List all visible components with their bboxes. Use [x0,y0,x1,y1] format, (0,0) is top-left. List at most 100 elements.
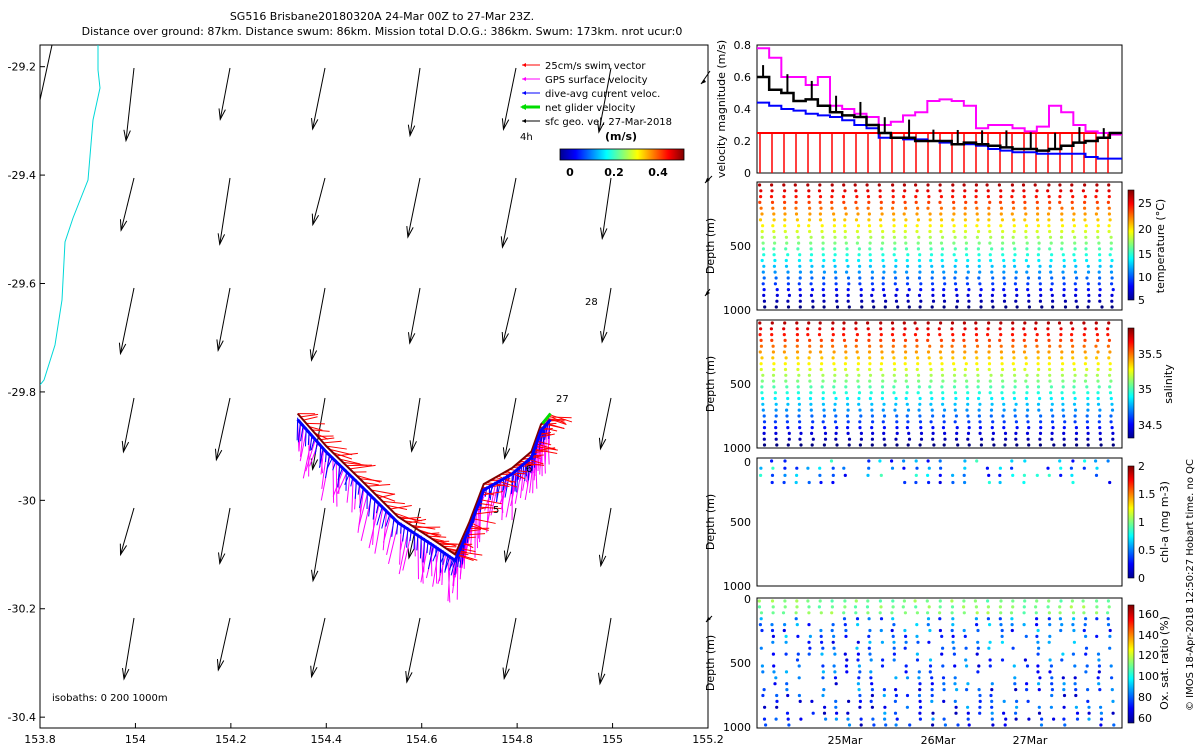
oxygen-dot [881,658,885,662]
oxygen-dot [1072,617,1076,621]
salinity-dot [795,344,799,348]
chla-dot [938,473,942,477]
temperature-dot [1060,218,1064,222]
salinity-dot [1084,373,1088,377]
temperature-dot [1025,241,1029,245]
temperature-dot [833,247,837,251]
temperature-dot [953,235,957,239]
temperature-dot [1015,305,1019,309]
temperature-dot [853,183,857,187]
salinity-dot [866,327,870,331]
oxygen-dot [795,605,799,609]
temperature-dot [858,264,862,268]
salinity-dot [785,414,789,418]
map-frame [39,44,709,729]
salinity-dot [1012,396,1017,401]
temperature-dot [809,293,814,297]
salinity-dot [1038,431,1043,435]
temperature-dot [895,288,899,292]
salinity-dot [952,385,957,389]
chla-dot [818,466,822,470]
salinity-dot [758,350,762,354]
temperature-dot [832,229,837,234]
oxygen-dot [832,634,836,639]
oxygen-dot [795,658,800,662]
chla-dot [951,480,955,485]
oxygen-dot [952,652,957,656]
salinity-dot [832,362,836,366]
temperature-dot [786,305,791,309]
temperature-dot [867,200,871,204]
salinity-dot [856,362,861,366]
salinity-dot [906,408,911,412]
chla-dot [770,459,774,463]
oxygen-dot [891,599,895,603]
geo-velocity-arrow-head [216,339,224,352]
chla-dot [1069,466,1073,470]
oxygen-dot [1072,640,1076,644]
oxygen-dot [975,623,979,627]
salinity-dot [868,385,872,389]
oxygen-dot [823,705,827,709]
temperature-dot [856,224,861,228]
temperature-dot [845,258,849,263]
salinity-dot [904,367,908,372]
salinity-dot [867,338,871,342]
temperature-dot [881,229,885,234]
salinity-dot [857,391,862,395]
oxygen-dot [855,646,859,650]
oxygen-dot [941,676,946,680]
oxygen-dot [796,634,800,639]
swim-vector [303,416,318,421]
temperature-dot [1060,224,1065,228]
swim-vector [320,437,335,441]
gps-velocity-vector [447,559,451,602]
temperature-dot [940,247,945,251]
oxy-cb-60: 60 [1138,712,1152,725]
oxygen-colorbar [1127,604,1135,724]
salinity-dot [870,414,875,418]
vel-tick-4: 0.8 [734,39,752,52]
salinity-dot [1108,391,1113,395]
chla-dot [770,473,775,477]
oxygen-dot [1096,676,1100,680]
salinity-dot [1096,379,1100,383]
oxygen-dot [930,682,934,686]
gps-velocity-vector [420,539,424,584]
salinity-dot [1084,356,1088,360]
temperature-dot [763,305,767,309]
chla-dot [927,466,931,470]
geo-velocity-arrow [601,287,612,343]
salinity-dot [808,344,812,348]
oxygen-dot [905,705,910,709]
temperature-dot [783,200,787,204]
temperature-dot [915,212,919,216]
salinity-dot [846,426,850,430]
temperature-dot [831,189,835,193]
salinity-dot [1107,321,1111,325]
salinity-dot [1061,408,1065,412]
chla-dot [975,459,979,463]
geo-velocity-arrow [125,67,135,141]
oxy-cb-100: 100 [1138,670,1159,683]
temperature-dot [1012,229,1016,234]
oxygen-dot [856,623,860,627]
temperature-dot [1070,200,1074,204]
oxygen-dot [976,670,980,674]
temperature-dot [906,299,910,303]
salinity-dot [796,362,800,366]
salinity-dot [1036,362,1040,366]
temperature-dot [894,258,898,263]
oxygen-dot [1063,723,1067,727]
chla-dot [806,466,810,470]
oxygen-dot [856,640,860,644]
salinity-dot [919,431,924,435]
salinity-dot [1033,327,1038,331]
vel-tick-3: 0.6 [734,71,752,84]
salinity-dot [999,344,1003,348]
salinity-dot [987,321,991,325]
oxygen-dot [904,640,908,644]
salinity-dot [1072,379,1076,383]
salinity-dot [819,344,824,348]
chla-dot [783,473,787,477]
